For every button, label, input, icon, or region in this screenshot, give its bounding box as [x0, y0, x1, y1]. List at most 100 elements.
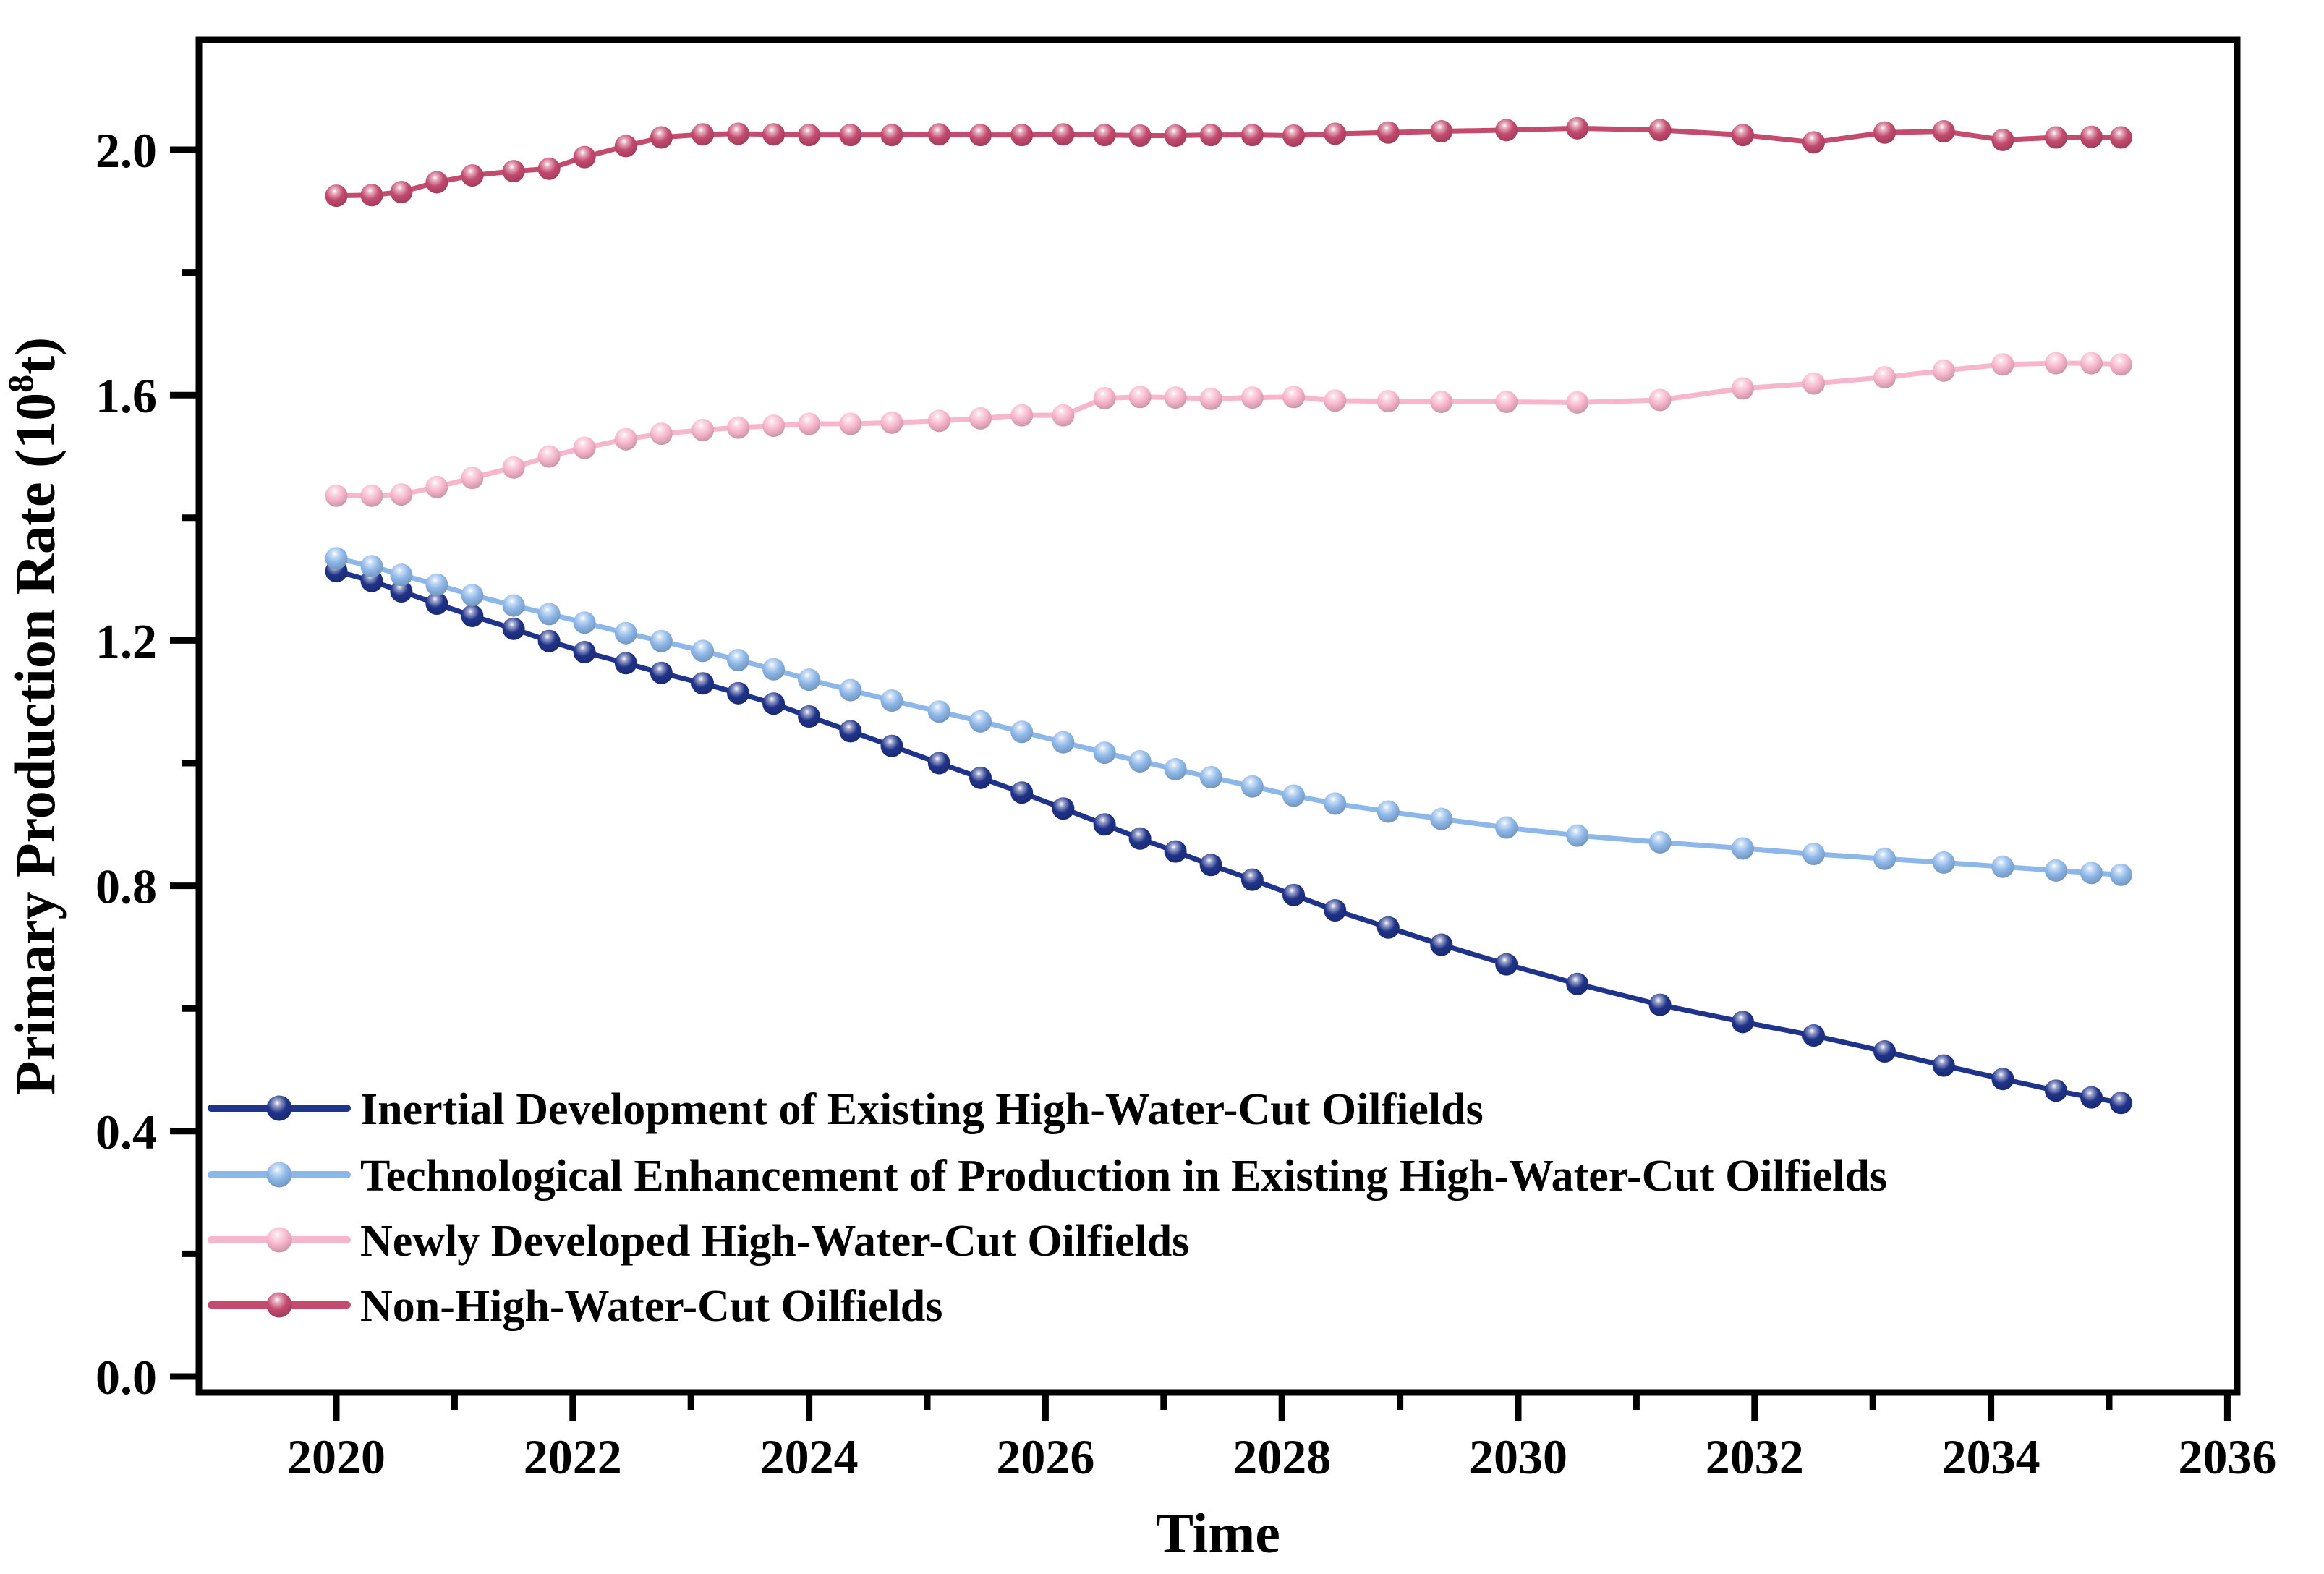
data-point	[1991, 353, 2014, 376]
legend-marker	[266, 1292, 292, 1318]
data-point	[1128, 827, 1152, 850]
data-point	[1010, 404, 1034, 427]
data-point	[798, 705, 821, 728]
data-point	[691, 419, 715, 442]
data-point	[1566, 116, 1589, 140]
data-point	[1052, 123, 1075, 146]
plot-box-outline	[195, 36, 2241, 1396]
data-point	[390, 563, 413, 587]
data-point	[839, 412, 862, 435]
data-point	[691, 123, 715, 146]
data-point	[1093, 741, 1116, 765]
x-tick-label: 2026	[996, 1429, 1094, 1484]
data-point	[502, 160, 525, 183]
data-point	[425, 171, 448, 194]
data-point	[425, 592, 448, 616]
data-point	[1199, 854, 1222, 877]
x-tick-label: 2028	[1233, 1429, 1331, 1484]
data-point	[537, 603, 561, 626]
data-point	[1873, 366, 1897, 389]
data-point	[461, 164, 484, 187]
data-point	[650, 661, 673, 684]
y-axis-title: Primary Production Rate (108t)	[0, 337, 67, 1095]
data-point	[1873, 121, 1897, 144]
data-point	[1199, 766, 1222, 789]
data-point	[762, 414, 786, 438]
data-point	[614, 652, 637, 675]
data-point	[360, 555, 383, 578]
data-point	[762, 692, 786, 715]
data-point	[1324, 389, 1347, 412]
data-point	[839, 124, 862, 147]
data-point	[1802, 131, 1825, 154]
data-point	[325, 547, 348, 570]
series-line-inertial-development-of-existing-high-water-cut-oilfields	[333, 569, 2124, 1106]
data-point	[502, 617, 525, 640]
data-point	[1932, 120, 1955, 143]
data-point	[1932, 1054, 1955, 1077]
data-point	[839, 678, 862, 702]
x-tick-label: 2022	[524, 1429, 622, 1484]
data-point	[1240, 124, 1264, 147]
data-point	[573, 145, 596, 169]
data-point	[650, 126, 673, 149]
data-point	[537, 445, 561, 468]
data-point	[1430, 933, 1453, 956]
data-point	[969, 407, 992, 430]
legend-label: Technological Enhancement of Production …	[360, 1152, 1887, 1201]
data-point	[1495, 816, 1518, 839]
series-line-non-high-water-cut-oilfields	[333, 125, 2124, 199]
data-point	[1052, 797, 1075, 820]
data-point	[880, 124, 903, 147]
data-point	[727, 122, 750, 145]
y-axis-title-text: Primary Production Rate (108t)	[0, 337, 67, 1095]
data-point	[798, 668, 821, 692]
series-technological-enhancement-of-production-in-existing-high-water-cut-oilfields	[325, 547, 2132, 886]
data-point	[1802, 372, 1825, 395]
data-point	[1932, 359, 1955, 382]
data-point	[1566, 824, 1589, 847]
data-point	[2109, 863, 2132, 886]
data-point	[1240, 868, 1264, 891]
legend-label: Newly Developed High-Water-Cut Oilfields	[360, 1217, 1189, 1266]
data-point	[762, 658, 786, 681]
data-point	[1093, 386, 1116, 409]
data-point	[1566, 972, 1589, 995]
data-point	[969, 766, 992, 789]
data-point	[1495, 119, 1518, 142]
data-point	[798, 124, 821, 147]
data-point	[390, 181, 413, 204]
data-point	[691, 672, 715, 695]
data-point	[2080, 125, 2103, 148]
series-line-technological-enhancement-of-production-in-existing-high-water-cut-oilfields	[333, 556, 2124, 877]
data-point	[880, 411, 903, 434]
data-point	[461, 604, 484, 627]
data-point	[1164, 840, 1187, 863]
series-inertial-development-of-existing-high-water-cut-oilfields	[325, 560, 2132, 1115]
data-point	[727, 416, 750, 439]
y-tick-label: 1.6	[95, 368, 157, 423]
data-point	[461, 584, 484, 607]
data-point	[1430, 807, 1453, 830]
data-point	[1324, 792, 1347, 815]
data-point	[1324, 122, 1347, 145]
data-point	[1873, 847, 1897, 870]
series-newly-developed-high-water-cut-oilfields	[325, 352, 2132, 507]
legend-label: Non-High-Water-Cut Oilfields	[360, 1282, 942, 1331]
data-point	[2109, 353, 2132, 376]
data-point	[1731, 377, 1754, 400]
legend-item-non-high-water-cut-oilfields: Non-High-Water-Cut Oilfields	[208, 1282, 942, 1331]
data-point	[1376, 390, 1400, 413]
data-point	[537, 629, 561, 652]
data-point	[1282, 386, 1306, 409]
data-point	[1566, 391, 1589, 414]
data-point	[1376, 800, 1400, 823]
data-point	[1991, 1068, 2014, 1091]
data-point	[2080, 1086, 2103, 1109]
data-point	[1873, 1040, 1897, 1063]
x-axis-title: Time	[1156, 1502, 1280, 1565]
data-point	[1164, 386, 1187, 409]
data-point	[1648, 993, 1672, 1016]
